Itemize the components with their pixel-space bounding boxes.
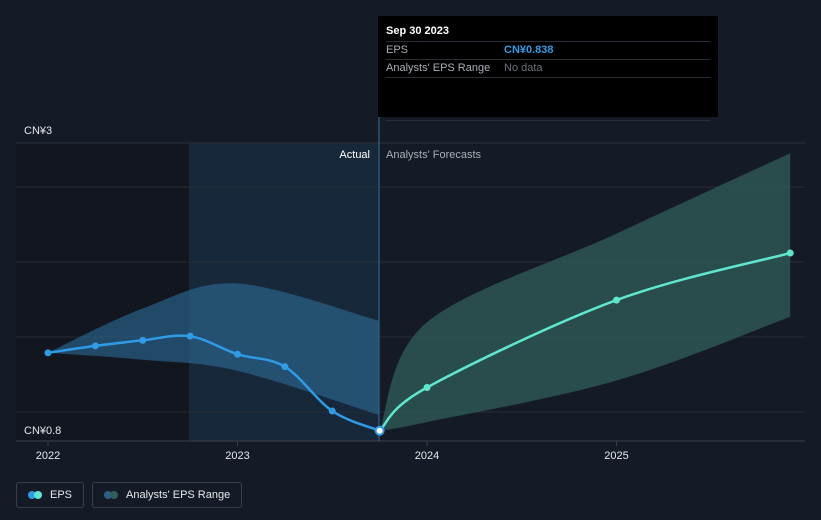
actual-label: Actual [339,149,370,161]
data-points [44,249,794,436]
tooltip-eps-label: EPS [386,44,409,56]
tooltip-range-value: No data [504,62,543,74]
tooltip-range-row: Analysts' EPS Range No data [386,59,710,77]
forecast-point[interactable] [786,249,794,257]
eps-highlight-point[interactable] [374,425,385,436]
eps-point[interactable] [91,342,99,350]
x-tick-label-2024: 2024 [415,450,439,462]
tooltip-eps-row: EPS CN¥0.838 [386,41,710,59]
history-shade [16,143,189,441]
y-label-bottom: CN¥0.8 [24,425,61,437]
legend-range-button[interactable]: Analysts' EPS Range [92,482,243,508]
forecast-point[interactable] [423,383,431,391]
legend-range-label: Analysts' EPS Range [126,489,231,501]
eps-chart: 2022 2023 2024 2025 CN¥3 CN¥0.8 Actual Anal… [16,116,805,462]
eps-forecast-line [378,251,791,432]
forecast-label: Analysts' Forecasts [386,149,482,161]
legend-eps-button[interactable]: EPS [16,482,85,508]
tooltip-date: Sep 30 2023 [386,25,449,37]
tooltip-range-label: Analysts' EPS Range [386,62,491,74]
legend-eps-swatch [28,491,42,499]
tooltip-spacer [386,77,710,120]
x-tick-label-2023: 2023 [225,450,249,462]
forecast-eps-range-area [379,153,791,431]
eps-point[interactable] [186,332,194,340]
eps-actual-line [47,334,381,432]
past-eps-range-area [48,283,380,416]
tooltip-bottom-rule [386,120,710,121]
x-axis-ticks: 2022 2023 2024 2025 [36,441,629,462]
eps-point[interactable] [328,407,336,415]
tooltip: Sep 30 2023 EPS CN¥0.838 Analysts' EPS R… [378,16,718,121]
tooltip-eps-value: CN¥0.838 [504,44,554,56]
legend-eps-label: EPS [50,489,73,501]
legend-range-swatch [104,491,119,499]
forecast-point[interactable] [613,296,620,304]
eps-point[interactable] [139,336,147,344]
y-label-top: CN¥3 [24,125,52,137]
x-tick-label-2025: 2025 [604,450,628,462]
legend: EPS Analysts' EPS Range [16,482,243,508]
eps-point[interactable] [281,363,289,371]
x-tick-label-2022: 2022 [36,450,60,462]
eps-point[interactable] [44,349,52,357]
eps-point[interactable] [234,350,241,358]
